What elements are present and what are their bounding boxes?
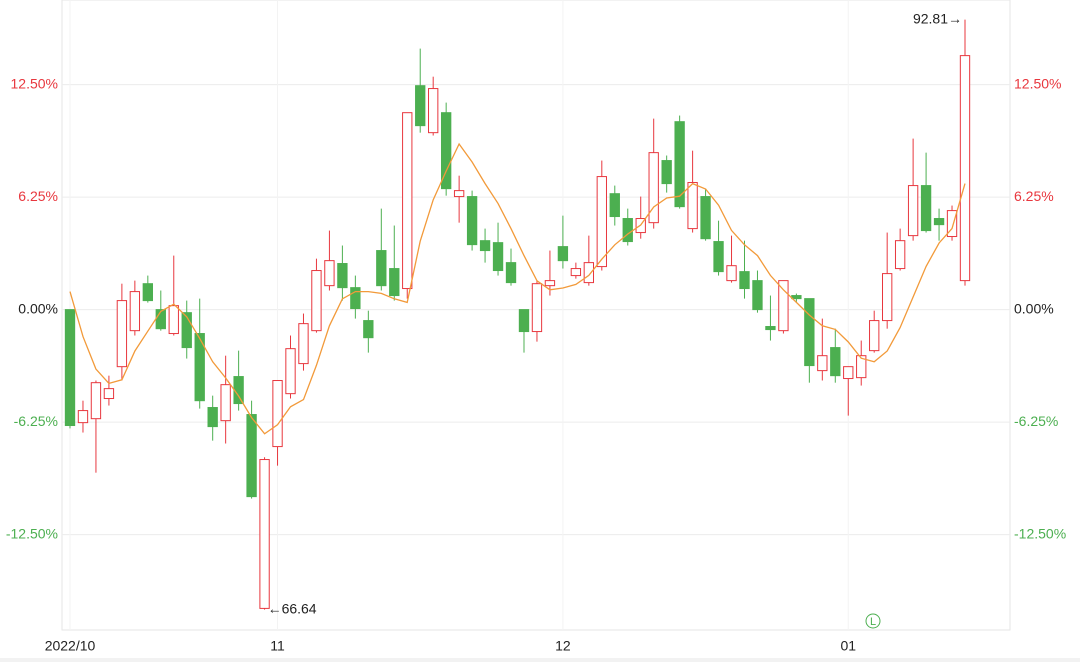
y2-tick-label: 6.25% [1014, 188, 1054, 204]
candle-body [453, 190, 465, 198]
candle-body [479, 240, 491, 252]
candle-body [259, 459, 270, 609]
y-tick-label: 0.00% [18, 300, 58, 316]
candle-body [376, 250, 387, 287]
x-tick-label: 12 [555, 638, 571, 654]
moving-average-line [69, 142, 966, 435]
badge-circle [865, 613, 881, 629]
y-tick-label: -6.25% [14, 413, 58, 429]
candle-body [713, 241, 724, 273]
candle-body [103, 388, 115, 400]
candle-body [648, 152, 659, 224]
candle-body [674, 121, 685, 208]
candle-body [220, 384, 231, 422]
candle-body [350, 287, 361, 310]
y2-tick-label: -12.50% [1014, 525, 1066, 541]
candle-body [246, 414, 257, 498]
candle-body [570, 268, 582, 277]
candle-body [894, 240, 906, 270]
candle-body [778, 280, 789, 332]
candle-body [661, 160, 672, 185]
candle-body [389, 268, 400, 297]
candle-body [765, 326, 776, 331]
candle-body [466, 196, 478, 246]
y2-tick-label: -6.25% [1014, 413, 1058, 429]
x-tick-label: 11 [270, 638, 285, 654]
candle-body [363, 320, 374, 339]
candle-body [415, 85, 426, 127]
y2-tick-label: 0.00% [1014, 300, 1054, 316]
candle-body [285, 348, 296, 395]
candle-body [830, 347, 841, 377]
candle-body [583, 262, 595, 284]
bottom-band [0, 658, 1080, 662]
candle-body [544, 280, 556, 287]
candle-body [194, 333, 205, 402]
plot-frame [61, 0, 1011, 631]
candle-body [492, 242, 504, 272]
candle-body [804, 298, 815, 367]
max-annotation: 92.81→ [913, 10, 962, 26]
candle-body [311, 270, 322, 332]
candle-body [77, 410, 89, 424]
candle-body [700, 196, 711, 240]
candle-body [168, 305, 179, 335]
min-annotation: ←66.64 [268, 600, 317, 616]
candle-body [739, 271, 750, 290]
candle-body [505, 262, 517, 284]
candle-body [843, 366, 854, 380]
y2-tick-label: 12.50% [1014, 75, 1061, 91]
candle-body [181, 312, 192, 349]
candle-body [622, 218, 633, 243]
candle-body [752, 280, 763, 311]
y-tick-label: -12.50% [6, 525, 58, 541]
candle-body [207, 407, 218, 428]
candle-body [791, 295, 802, 300]
candle-body [64, 309, 76, 427]
candle-body [557, 246, 569, 262]
candle-body [817, 355, 828, 372]
candle-body [596, 176, 607, 268]
y-tick-label: 12.50% [11, 75, 58, 91]
candle-body [920, 185, 932, 232]
candle-body [428, 88, 439, 134]
x-tick-label: 2022/10 [45, 638, 96, 654]
candle-body [440, 112, 452, 190]
candle-body [907, 185, 919, 237]
candle-body [129, 291, 141, 332]
candle-body [959, 55, 971, 282]
candle-body [609, 193, 620, 218]
candle-body [298, 323, 309, 365]
y-tick-label: 6.25% [18, 188, 58, 204]
candle-body [882, 273, 893, 322]
candle-body [402, 112, 413, 290]
candle-body [531, 283, 543, 333]
candle-body [518, 309, 530, 333]
candle-body [324, 260, 335, 287]
candle-body [856, 355, 867, 379]
candle-body [933, 218, 945, 226]
badge: L [870, 616, 876, 628]
candle-body [116, 300, 128, 368]
candle-body [726, 265, 737, 282]
candle-body [946, 210, 958, 238]
x-tick-label: 01 [840, 638, 856, 654]
candle-body [233, 376, 244, 405]
candle-body [90, 382, 102, 420]
candle-body [142, 283, 153, 302]
candle-body [272, 380, 283, 448]
candle-body [869, 320, 880, 352]
candle-body [687, 182, 698, 230]
candle-body [337, 263, 348, 289]
